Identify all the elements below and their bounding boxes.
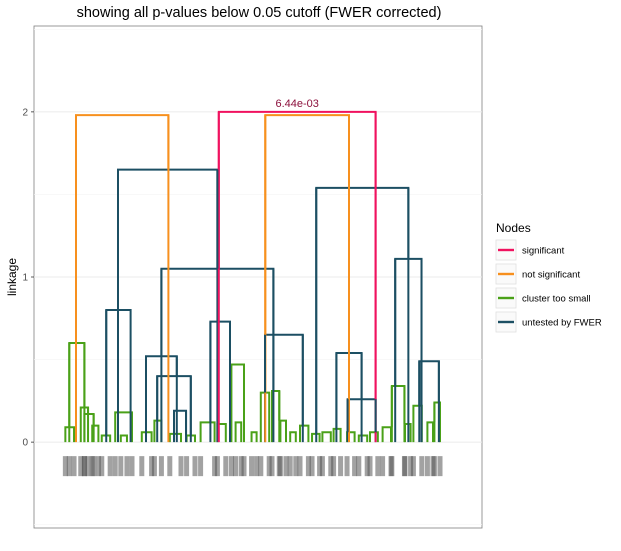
y-tick-label: 1	[22, 273, 28, 284]
legend-label-untested: untested by FWER	[522, 318, 602, 329]
branch-too-small	[114, 411, 133, 443]
leaf-label	[85, 456, 91, 477]
branch-too-small	[433, 401, 441, 443]
branch-too-small	[426, 421, 434, 443]
branch-too-small	[91, 424, 100, 443]
leaf-label	[319, 456, 325, 477]
y-axis: 0 1 2	[22, 107, 34, 449]
legend-label-significant: significant	[522, 246, 565, 257]
leaf-label	[266, 456, 272, 477]
leaf-label	[149, 456, 155, 477]
leaf-label	[71, 456, 77, 477]
chart-title: showing all p-values below 0.05 cutoff (…	[77, 5, 442, 21]
leaf-label	[62, 456, 68, 477]
branch-too-small	[321, 431, 332, 443]
branch-too-small	[289, 431, 297, 443]
leaf-label	[66, 456, 72, 477]
leaf-label	[309, 456, 315, 477]
branch-too-small	[357, 434, 369, 443]
leaf-label	[352, 456, 358, 477]
leaf-label	[277, 456, 283, 477]
leaf-label	[424, 456, 430, 477]
legend: Nodes significant not significant cluster …	[495, 221, 602, 333]
leaf-label	[249, 456, 255, 477]
leaf-label	[158, 456, 164, 477]
leaf-label	[81, 456, 87, 477]
leaf-label	[151, 456, 157, 477]
leaf-label	[344, 456, 350, 477]
leaf-label	[95, 456, 101, 477]
leaf-label	[367, 456, 373, 477]
leaf-label	[293, 456, 299, 477]
leaf-label	[124, 456, 130, 477]
branch-too-small	[79, 406, 90, 443]
leaf-label	[317, 456, 323, 477]
branch-too-small	[199, 421, 216, 443]
leaf-label	[178, 456, 184, 477]
leaf-label	[129, 456, 135, 477]
leaf-label	[283, 456, 289, 477]
leaf-label	[408, 456, 414, 477]
branch-too-small	[279, 419, 287, 443]
leaf-label	[192, 456, 198, 477]
legend-label-not-significant: not significant	[522, 270, 580, 281]
leaf-label	[238, 456, 244, 477]
leaf-label	[297, 456, 303, 477]
leaf-label	[107, 456, 113, 477]
leaf-label	[305, 456, 311, 477]
leaf-label	[233, 456, 239, 477]
y-axis-label: linkage	[5, 258, 19, 296]
leaf-label	[139, 456, 145, 477]
branch-too-small	[250, 431, 258, 443]
leaf-labels	[62, 456, 443, 477]
legend-entries: significant not significant cluster too sm…	[495, 239, 602, 333]
leaf-label	[241, 456, 247, 477]
leaf-label	[380, 456, 386, 477]
leaf-label	[410, 456, 416, 477]
leaf-label	[167, 456, 173, 477]
branch-too-small	[119, 434, 128, 443]
plot-panel	[33, 25, 483, 529]
leaf-label	[375, 456, 381, 477]
branch-too-small	[168, 432, 182, 443]
leaf-label	[402, 456, 408, 477]
leaf-label	[184, 456, 190, 477]
y-tick-label: 0	[22, 438, 28, 449]
leaf-label	[118, 456, 124, 477]
leaf-label	[419, 456, 425, 477]
leaf-label	[269, 456, 275, 477]
branch-too-small	[230, 363, 245, 443]
y-tick-label: 2	[22, 107, 28, 118]
leaf-label	[212, 456, 218, 477]
leaf-label	[331, 456, 337, 477]
leaf-label	[228, 456, 234, 477]
leaf-label	[328, 456, 334, 477]
legend-label-too-small: cluster too small	[522, 294, 591, 305]
leaf-label	[112, 456, 118, 477]
leaf-label	[356, 456, 362, 477]
leaf-label	[258, 456, 264, 477]
legend-title: Nodes	[496, 221, 531, 235]
leaf-label	[91, 456, 97, 477]
leaf-label	[287, 456, 293, 477]
leaf-label	[99, 456, 105, 477]
leaf-label	[223, 456, 229, 477]
branch-too-small	[299, 424, 310, 443]
leaf-label	[364, 456, 370, 477]
branch-too-small	[369, 431, 379, 443]
leaf-label	[437, 456, 443, 477]
leaf-label	[198, 456, 204, 477]
dendrogram-branches	[64, 110, 441, 443]
leaf-label	[78, 456, 84, 477]
leaf-label	[214, 456, 220, 477]
leaf-label	[389, 456, 395, 477]
leaf-label	[431, 456, 437, 477]
leaf-label	[338, 456, 344, 477]
pvalue-annotation: 6.44e-03	[275, 98, 318, 110]
branch-too-small	[234, 421, 243, 443]
leaf-label	[254, 456, 260, 477]
branch-too-small	[64, 426, 76, 443]
